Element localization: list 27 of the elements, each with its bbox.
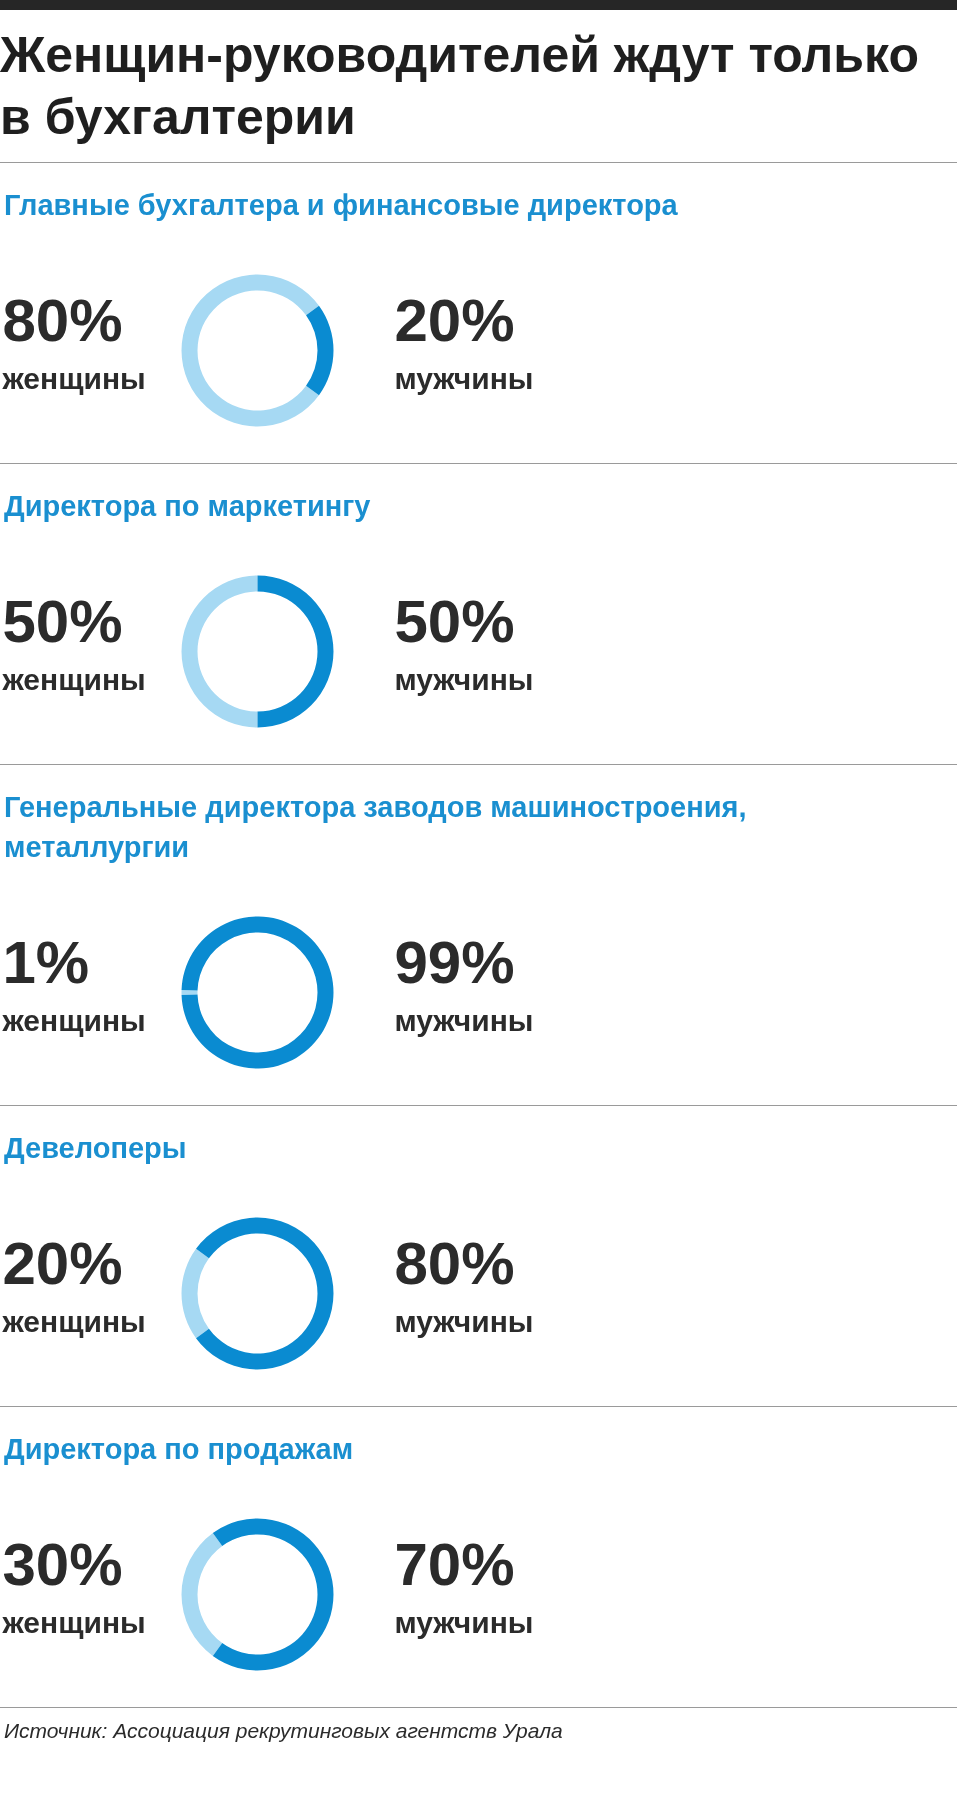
slice-label: женщины xyxy=(1,1606,146,1639)
slice-label: женщины xyxy=(1,663,146,696)
data-label: 20% xyxy=(394,287,515,354)
slice-label: женщины xyxy=(1,362,146,395)
data-label: 1% xyxy=(2,929,90,996)
chart-title: Женщин-руководителей ждут только в бухгалтерии xyxy=(0,26,920,147)
slice-label: мужчины xyxy=(394,362,534,395)
data-label: 80% xyxy=(2,287,123,354)
chart-subtitle: Девелоперы xyxy=(4,1131,187,1166)
slice-label: мужчины xyxy=(394,1004,534,1037)
data-label: 99% xyxy=(394,929,515,996)
slice-label: мужчины xyxy=(394,1305,534,1338)
text: Источник: Ассоциация рекрутинговых агентств Урала xyxy=(4,1718,563,1744)
slice-label: женщины xyxy=(1,1305,146,1338)
chart-subtitle: Директора по продажам xyxy=(4,1432,354,1467)
slice-label: мужчины xyxy=(394,663,534,696)
data-label: 50% xyxy=(2,588,123,655)
data-label: 80% xyxy=(394,1230,515,1297)
data-label: 70% xyxy=(394,1531,515,1598)
data-label: 20% xyxy=(2,1230,123,1297)
data-label: 30% xyxy=(2,1531,123,1598)
chart-subtitle: Директора по маркетингу xyxy=(4,489,371,524)
data-label: 50% xyxy=(394,588,515,655)
slice-label: женщины xyxy=(1,1004,146,1037)
slice-label: мужчины xyxy=(394,1606,534,1639)
chart-subtitle: Главные бухгалтера и финансовые директора xyxy=(4,188,678,223)
chart-subtitle: Генеральные директора заводов машиностроения, металлургии xyxy=(4,790,748,865)
